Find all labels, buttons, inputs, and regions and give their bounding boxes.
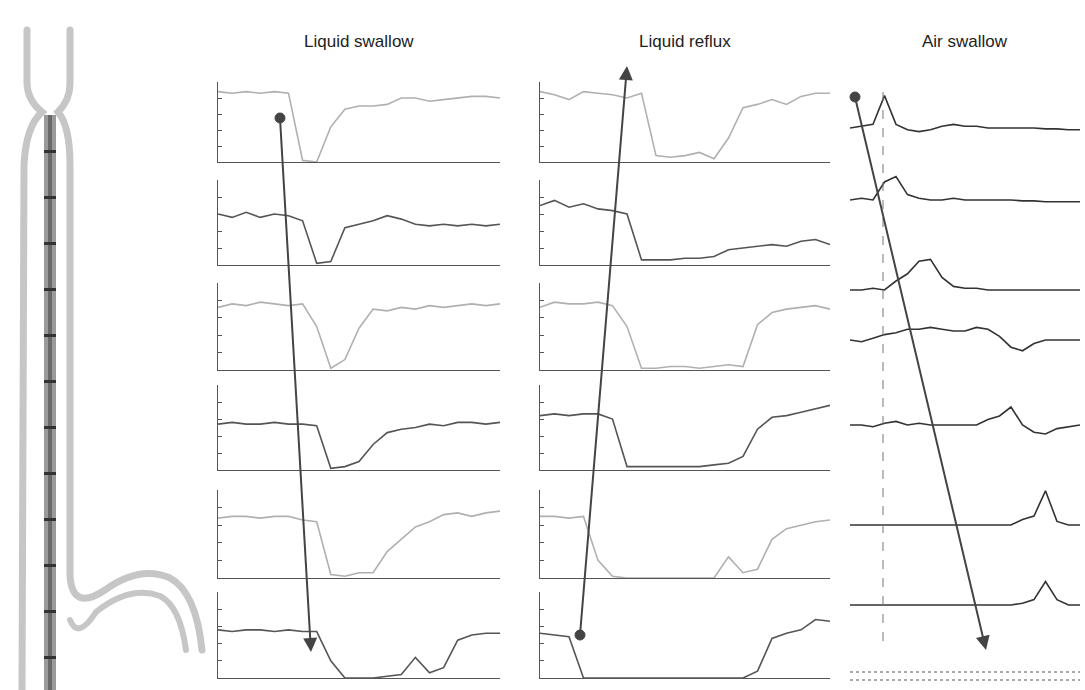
svg-text:Air swallow: Air swallow	[922, 32, 1008, 51]
svg-text:Liquid reflux: Liquid reflux	[639, 32, 731, 51]
svg-text:Liquid swallow: Liquid swallow	[304, 32, 414, 51]
